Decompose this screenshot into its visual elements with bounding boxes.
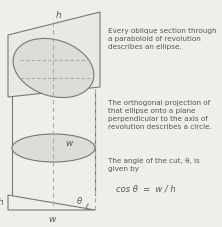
Text: h: h xyxy=(56,10,62,20)
Text: h: h xyxy=(0,198,3,207)
Text: w: w xyxy=(65,138,73,148)
Text: The orthogonal projection of
that ellipse onto a plane
perpendicular to the axis: The orthogonal projection of that ellips… xyxy=(108,100,212,130)
Text: θ: θ xyxy=(76,197,81,207)
Polygon shape xyxy=(8,195,95,210)
Ellipse shape xyxy=(13,38,94,98)
Ellipse shape xyxy=(12,134,95,162)
Text: w: w xyxy=(48,215,55,224)
Polygon shape xyxy=(8,12,100,97)
Text: Every oblique section through
a paraboloid of revolution
describes an ellipse.: Every oblique section through a parabolo… xyxy=(108,28,216,50)
Text: cos θ  =  w / h: cos θ = w / h xyxy=(116,185,176,194)
Text: The angle of the cut, θ, is
given by: The angle of the cut, θ, is given by xyxy=(108,158,200,172)
